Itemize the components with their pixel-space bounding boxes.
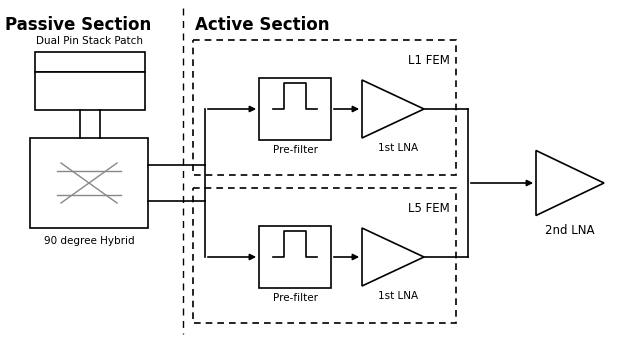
Text: 2nd LNA: 2nd LNA bbox=[545, 224, 595, 237]
Bar bbox=[259, 226, 331, 288]
Bar bbox=[193, 188, 456, 323]
Bar bbox=[35, 52, 145, 72]
Bar bbox=[259, 78, 331, 140]
Text: Active Section: Active Section bbox=[195, 16, 330, 34]
Text: 1st LNA: 1st LNA bbox=[378, 291, 418, 301]
Polygon shape bbox=[362, 228, 424, 286]
Polygon shape bbox=[362, 80, 424, 138]
Text: L1 FEM: L1 FEM bbox=[408, 54, 450, 67]
Text: 90 degree Hybrid: 90 degree Hybrid bbox=[44, 236, 134, 246]
Text: Pre-filter: Pre-filter bbox=[273, 293, 317, 303]
Text: Dual Pin Stack Patch: Dual Pin Stack Patch bbox=[36, 36, 143, 46]
Bar bbox=[35, 72, 145, 110]
Text: 1st LNA: 1st LNA bbox=[378, 143, 418, 153]
Text: Pre-filter: Pre-filter bbox=[273, 145, 317, 155]
Text: Passive Section: Passive Section bbox=[5, 16, 151, 34]
Bar bbox=[193, 40, 456, 175]
Polygon shape bbox=[536, 150, 604, 215]
Bar bbox=[30, 138, 148, 228]
Text: L5 FEM: L5 FEM bbox=[408, 202, 450, 215]
